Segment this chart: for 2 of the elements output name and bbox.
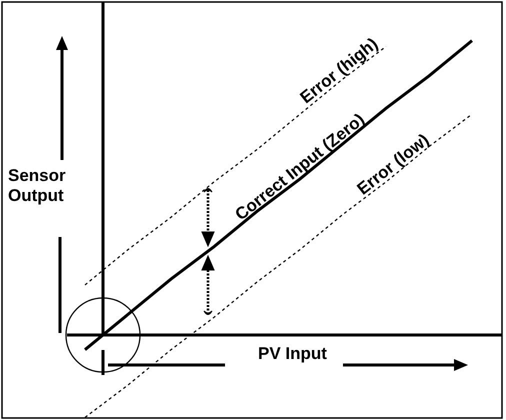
y-axis-title: Sensor Output (8, 166, 67, 206)
x-axis-title: PV Input (258, 344, 328, 363)
